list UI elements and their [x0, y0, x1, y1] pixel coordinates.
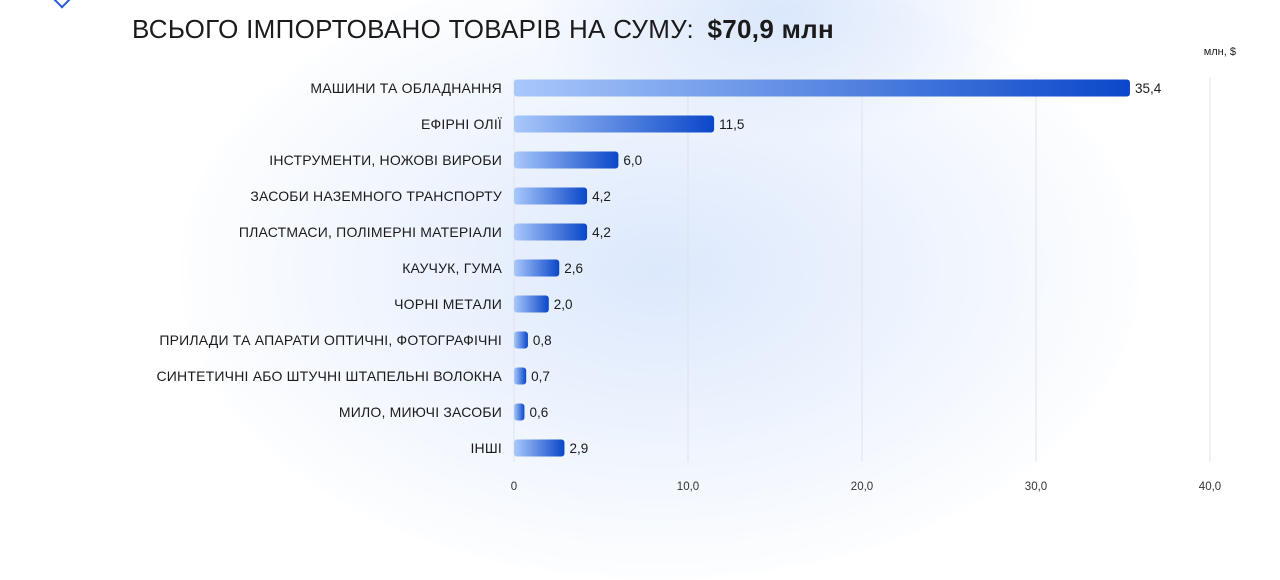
bar [514, 187, 588, 205]
chart-title: ВСЬОГО ІМПОРТОВАНО ТОВАРІВ НА СУМУ: $70,… [132, 14, 834, 45]
x-tick-label: 10,0 [677, 481, 699, 493]
bar [514, 331, 528, 349]
value-label: 0,6 [529, 405, 548, 420]
value-label: 35,4 [1135, 81, 1162, 96]
value-label: 6,0 [623, 153, 642, 168]
bar [514, 295, 549, 313]
bar [514, 223, 588, 241]
category-label: МАШИНИ ТА ОБЛАДНАННЯ [310, 80, 502, 96]
bar [514, 79, 1130, 97]
x-tick-label: 30,0 [1025, 481, 1047, 493]
category-label: КАУЧУК, ГУМА [402, 260, 502, 276]
bar [514, 259, 560, 277]
chart-title-total: $70,9 млн [707, 14, 834, 44]
value-label: 4,2 [592, 189, 611, 204]
category-label: ПЛАСТМАСИ, ПОЛІМЕРНІ МАТЕРІАЛИ [239, 224, 502, 240]
category-label: ІНШІ [470, 440, 502, 456]
bar [514, 439, 565, 457]
chart-title-text: ВСЬОГО ІМПОРТОВАНО ТОВАРІВ НА СУМУ: [132, 14, 694, 44]
value-label: 4,2 [592, 225, 611, 240]
value-label: 11,5 [719, 117, 744, 132]
value-label: 2,9 [569, 441, 588, 456]
category-label: СИНТЕТИЧНІ АБО ШТУЧНІ ШТАПЕЛЬНІ ВОЛОКНА [156, 368, 502, 384]
x-tick-label: 0 [511, 481, 517, 493]
value-label: 2,0 [554, 297, 573, 312]
category-label: МИЛО, МИЮЧІ ЗАСОБИ [339, 404, 502, 420]
category-label: ЕФІРНІ ОЛІЇ [421, 116, 502, 132]
value-label: 2,6 [564, 261, 583, 276]
bar [514, 115, 715, 133]
bar [514, 367, 527, 385]
x-tick-label: 40,0 [1199, 481, 1221, 493]
value-label: 0,7 [531, 369, 550, 384]
bar [514, 151, 619, 169]
category-label: ЧОРНІ МЕТАЛИ [394, 296, 502, 312]
category-label: ЗАСОБИ НАЗЕМНОГО ТРАНСПОРТУ [250, 188, 502, 204]
value-label: 0,8 [533, 333, 552, 348]
category-label: ІНСТРУМЕНТИ, НОЖОВІ ВИРОБИ [269, 152, 502, 168]
x-tick-label: 20,0 [851, 481, 873, 493]
category-label: ПРИЛАДИ ТА АПАРАТИ ОПТИЧНІ, ФОТОГРАФІЧНІ [159, 332, 502, 348]
bar [514, 403, 525, 421]
bar-chart: 0 10,0 20,0 30,0 40,0 МАШИНИ ТА ОБЛАДНАННЯ 35,… [156, 78, 1221, 493]
unit-label: млн, $ [1203, 46, 1236, 58]
